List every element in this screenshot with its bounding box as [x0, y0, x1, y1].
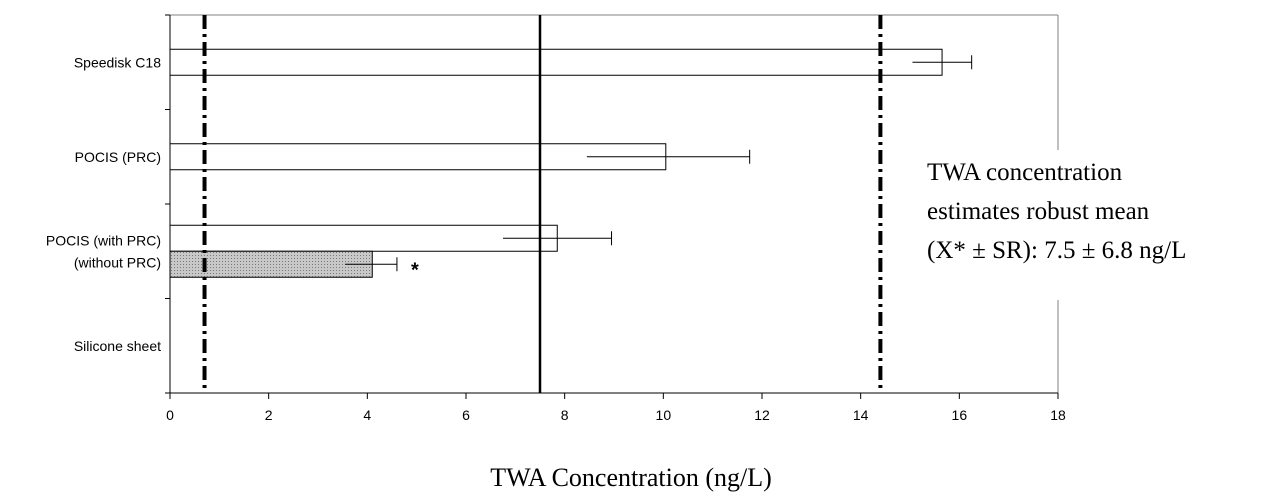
- bar: [169, 143, 667, 171]
- annotation-background: [912, 150, 1062, 300]
- x-tick-label: 14: [853, 407, 869, 423]
- axes: Speedisk C18 POCIS (PRC) POCIS (with PRC) (…: [46, 14, 1066, 423]
- annotation-line-2: estimates robust mean: [927, 198, 1150, 225]
- x-tick-label: 2: [265, 407, 273, 423]
- bars: *: [169, 48, 973, 281]
- bar: [169, 224, 558, 252]
- x-tick-label: 4: [363, 407, 371, 423]
- x-axis-title: TWA Concentration (ng/L): [490, 463, 772, 492]
- annotation-box: TWA concentration estimates robust mean …: [912, 150, 1186, 300]
- annotation-line-1: TWA concentration: [927, 159, 1123, 186]
- x-tick-label: 18: [1050, 407, 1066, 423]
- x-tick-label: 12: [754, 407, 770, 423]
- x-tick-label: 0: [166, 407, 174, 423]
- bar: [169, 48, 943, 76]
- x-tick-label: 8: [561, 407, 569, 423]
- x-tick-label: 6: [462, 407, 470, 423]
- category-label: (without PRC): [74, 254, 161, 270]
- category-label: Speedisk C18: [74, 54, 161, 70]
- x-tick-label: 10: [656, 407, 672, 423]
- significance-marker: *: [411, 259, 419, 281]
- reference-lines: [202, 15, 883, 393]
- category-label: POCIS (with PRC): [46, 232, 161, 248]
- category-label: POCIS (PRC): [75, 149, 161, 165]
- x-tick-label: 16: [952, 407, 968, 423]
- annotation-line-3: (X* ± SR): 7.5 ± 6.8 ng/L: [927, 237, 1186, 264]
- bar: [169, 250, 373, 278]
- category-label: Silicone sheet: [74, 338, 161, 354]
